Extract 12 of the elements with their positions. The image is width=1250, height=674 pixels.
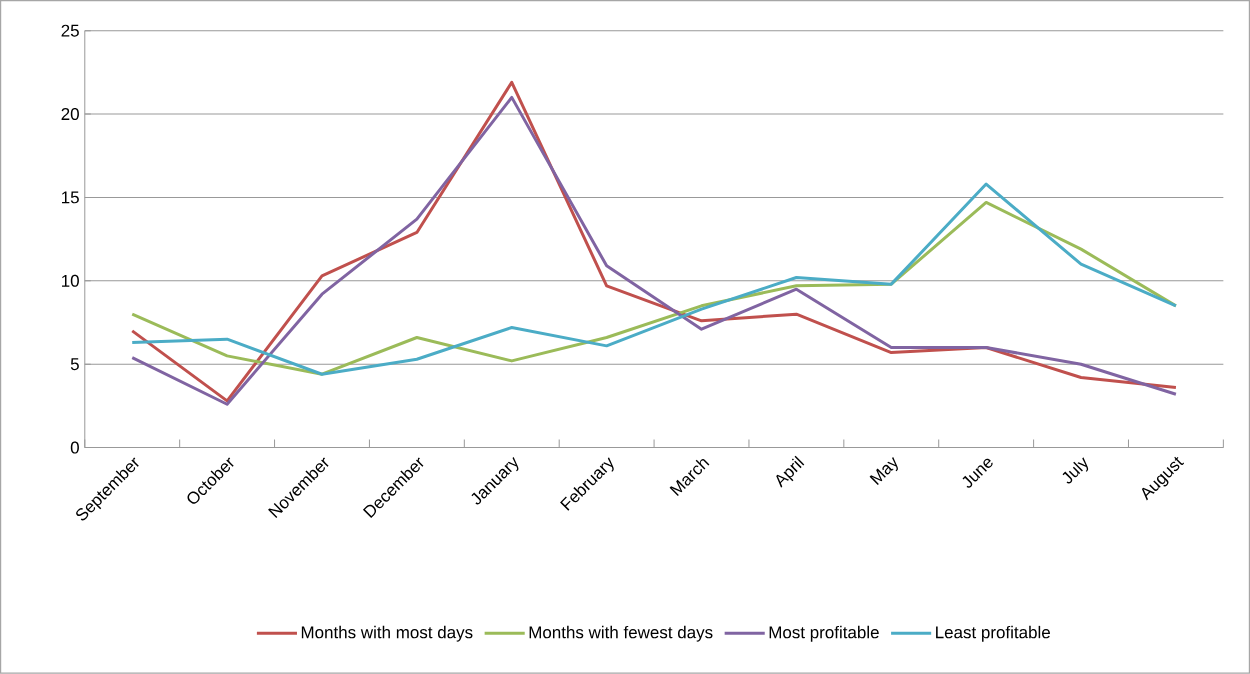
y-tick-label: 20 <box>61 108 79 121</box>
y-tick-label: 15 <box>62 191 79 204</box>
legend-label: Months with most days <box>301 626 473 642</box>
x-tick-label: July <box>1062 457 1089 484</box>
legend-label: Months with fewest days <box>529 626 713 642</box>
legend-label: Most profitable <box>769 626 879 642</box>
x-tick-label: May <box>869 457 898 486</box>
y-tick-label: 0 <box>70 441 79 454</box>
legend-label: Least profitable <box>936 626 1050 642</box>
y-tick-label: 10 <box>62 274 79 287</box>
y-tick-label: 5 <box>70 358 79 371</box>
y-tick-label: 25 <box>61 24 79 37</box>
